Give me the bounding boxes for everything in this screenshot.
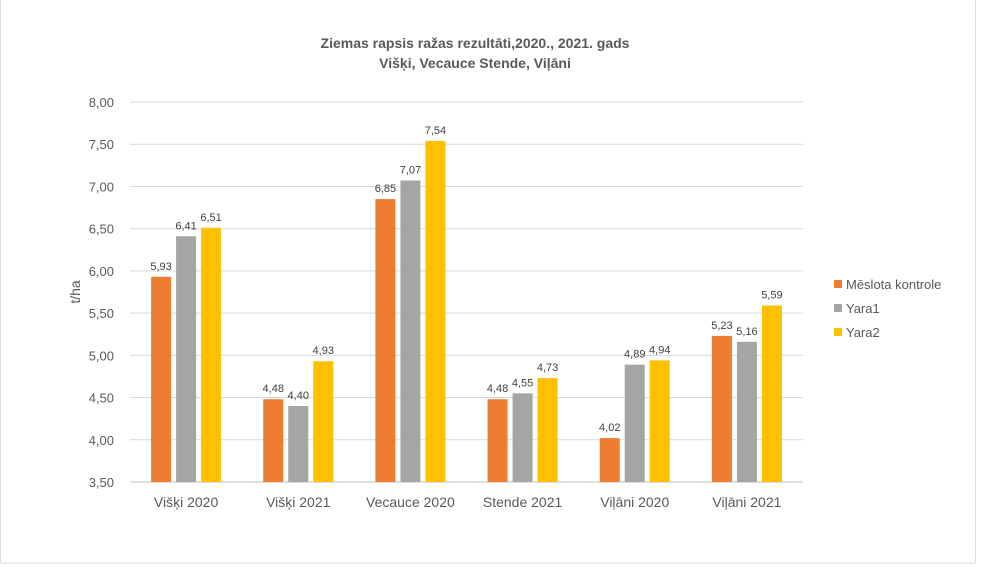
bar-mēslota-kontrole: [151, 276, 172, 482]
data-label: 6,85: [375, 183, 396, 195]
y-tick-label: 4,00: [89, 433, 114, 448]
chart-title: Ziemas rapsis ražas rezultāti,2020., 202…: [321, 35, 630, 51]
data-label: 4,02: [599, 422, 620, 434]
legend-swatch: [834, 304, 842, 312]
x-tick-label: Višķi 2020: [154, 494, 219, 510]
legend-swatch: [834, 328, 842, 336]
bar-mēslota-kontrole: [599, 438, 620, 482]
y-tick-label: 3,50: [89, 475, 114, 490]
data-label: 6,51: [200, 212, 221, 224]
y-tick-label: 4,50: [89, 391, 114, 406]
y-tick-label: 6,00: [89, 264, 114, 279]
bar-yara1: [624, 364, 645, 482]
data-label: 6,41: [175, 220, 196, 232]
y-tick-label: 8,00: [89, 95, 114, 110]
x-tick-label: Višķi 2021: [266, 494, 331, 510]
data-label: 4,93: [313, 345, 334, 357]
legend-item: Yara2: [846, 325, 880, 340]
bar-yara2: [201, 227, 222, 482]
bar-mēslota-kontrole: [263, 399, 284, 482]
bar-yara2: [537, 378, 558, 482]
legend-item: Yara1: [846, 301, 880, 316]
bar-mēslota-kontrole: [375, 199, 396, 482]
bar-yara1: [736, 341, 757, 482]
legend-swatch: [834, 280, 842, 288]
data-label: 4,48: [263, 383, 284, 395]
y-tick-label: 7,00: [89, 179, 114, 194]
bar-mēslota-kontrole: [487, 399, 508, 482]
y-tick-label: 5,00: [89, 348, 114, 363]
data-label: 5,16: [736, 326, 757, 338]
x-tick-label: Stende 2021: [483, 494, 563, 510]
x-tick-label: Vecauce 2020: [366, 494, 455, 510]
bar-yara2: [761, 305, 782, 482]
data-label: 5,59: [761, 290, 782, 302]
bar-yara2: [649, 360, 670, 482]
chart-subtitle: Višķi, Vecauce Stende, Viļāni: [379, 55, 571, 71]
data-label: 7,54: [425, 125, 446, 137]
data-label: 4,40: [288, 390, 309, 402]
bar-yara1: [176, 236, 197, 482]
data-label: 4,48: [487, 383, 508, 395]
x-tick-label: Viļāni 2021: [712, 494, 781, 510]
data-label: 4,55: [512, 377, 533, 389]
bar-yara2: [313, 361, 334, 482]
y-tick-label: 7,50: [89, 137, 114, 152]
data-label: 4,73: [537, 362, 558, 374]
y-axis-label: t/ha: [67, 280, 83, 304]
data-label: 4,94: [649, 344, 670, 356]
data-label: 5,23: [711, 320, 732, 332]
data-label: 4,89: [624, 349, 645, 361]
bar-yara1: [512, 393, 533, 482]
bar-yara1: [400, 180, 421, 483]
y-tick-label: 5,50: [89, 306, 114, 321]
bar-mēslota-kontrole: [711, 335, 732, 482]
y-tick-label: 6,50: [89, 222, 114, 237]
data-label: 7,07: [400, 165, 421, 177]
data-label: 5,93: [150, 261, 171, 273]
x-tick-label: Viļāni 2020: [600, 494, 669, 510]
bar-yara1: [288, 406, 309, 482]
legend-item: Mēslota kontrole: [846, 277, 941, 292]
bar-yara2: [425, 140, 446, 482]
